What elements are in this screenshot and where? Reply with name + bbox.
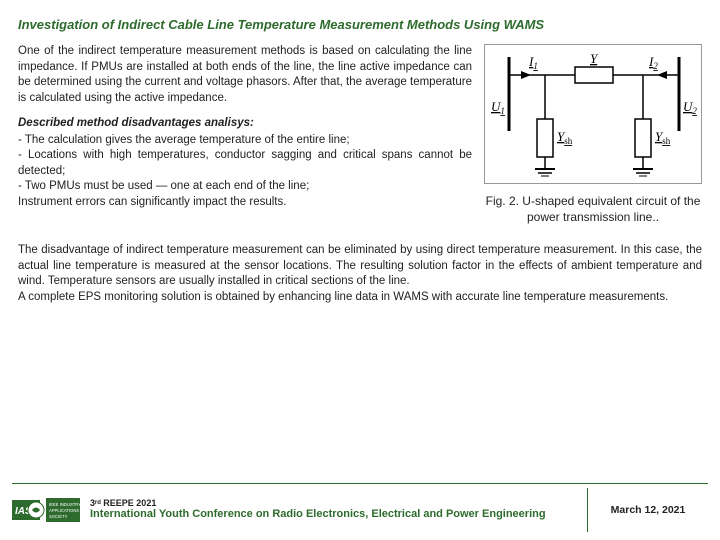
content-row: One of the indirect temperature measurem… — [18, 44, 702, 225]
disadvantages-heading: Described method disadvantages analisys: — [18, 116, 472, 132]
conference-ordinal: 3ʳᵈ REEPE 2021 — [90, 498, 587, 508]
svg-text:I1: I1 — [528, 54, 538, 71]
text-column: One of the indirect temperature measurem… — [18, 44, 472, 225]
figure-column: I1 I2 Y U1 U2 Ysh Ysh Fig. 2. U-shaped e… — [484, 44, 702, 225]
footer-bar: IAS IEEE INDUSTRY APPLICATIONS SOCIETY 3… — [0, 486, 720, 540]
ias-logo-icon: IAS IEEE INDUSTRY APPLICATIONS SOCIETY — [12, 492, 82, 528]
disadvantage-item: - Two PMUs must be used — one at each en… — [18, 179, 472, 195]
svg-text:APPLICATIONS: APPLICATIONS — [49, 508, 79, 513]
footer-divider — [12, 483, 708, 485]
svg-text:Ysh: Ysh — [655, 129, 671, 146]
slide-title: Investigation of Indirect Cable Line Tem… — [18, 12, 702, 38]
disadvantage-item: Instrument errors can significantly impa… — [18, 195, 472, 211]
svg-text:U2: U2 — [683, 99, 697, 116]
footer-date: March 12, 2021 — [588, 504, 708, 516]
footer-text: 3ʳᵈ REEPE 2021 International Youth Confe… — [82, 488, 588, 532]
ias-logo: IAS IEEE INDUSTRY APPLICATIONS SOCIETY — [12, 492, 82, 528]
footer: IAS IEEE INDUSTRY APPLICATIONS SOCIETY 3… — [0, 483, 720, 540]
paragraph-conclusion: The disadvantage of indirect temperature… — [18, 243, 702, 305]
circuit-diagram: I1 I2 Y U1 U2 Ysh Ysh — [491, 51, 697, 179]
svg-text:SOCIETY: SOCIETY — [49, 514, 68, 519]
svg-text:IEEE INDUSTRY: IEEE INDUSTRY — [49, 502, 81, 507]
conference-name: International Youth Conference on Radio … — [90, 508, 587, 521]
svg-text:Y: Y — [590, 51, 599, 66]
figure-caption: Fig. 2. U-shaped equivalent circuit of t… — [484, 194, 702, 225]
paragraph-intro: One of the indirect temperature measurem… — [18, 44, 472, 106]
disadvantage-item: - Locations with high temperatures, cond… — [18, 148, 472, 179]
svg-text:I2: I2 — [648, 54, 658, 71]
svg-text:U1: U1 — [491, 99, 505, 116]
disadvantages-list: - The calculation gives the average temp… — [18, 133, 472, 211]
svg-text:Ysh: Ysh — [557, 129, 573, 146]
paragraph-2a: The disadvantage of indirect temperature… — [18, 243, 702, 290]
circuit-figure: I1 I2 Y U1 U2 Ysh Ysh — [484, 44, 702, 184]
slide: Investigation of Indirect Cable Line Tem… — [0, 0, 720, 540]
disadvantage-item: - The calculation gives the average temp… — [18, 133, 472, 149]
paragraph-2b: A complete EPS monitoring solution is ob… — [18, 290, 702, 306]
